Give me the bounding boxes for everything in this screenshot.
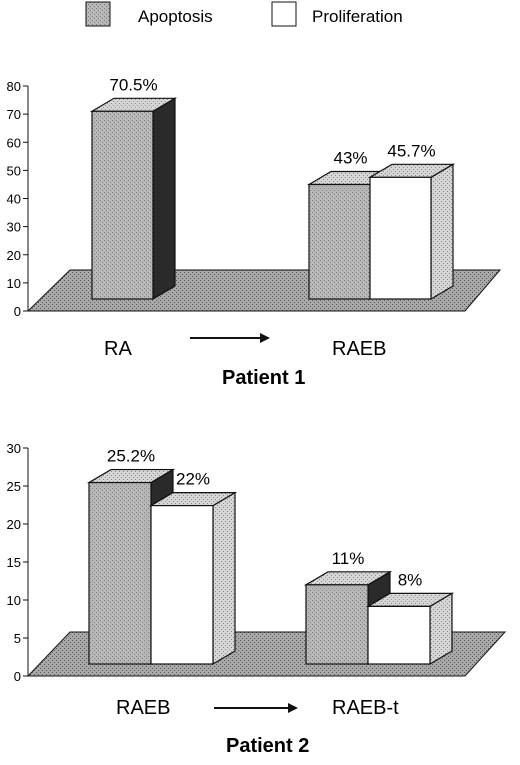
- category-label-raeb-t: RAEB-t: [332, 697, 399, 719]
- bar-front-proliferation: [367, 605, 431, 665]
- bar-side-proliferation: [430, 163, 454, 301]
- chart-patient-1: 0 10 20 30 40 50 60 70 80 70.5% 43% 45.7%: [7, 75, 502, 319]
- y-tick-label: 70: [7, 107, 21, 122]
- y-tick-label: 10: [7, 593, 21, 608]
- category-label-raeb: RAEB: [332, 338, 386, 360]
- legend-label-proliferation: Proliferation: [312, 7, 403, 26]
- bar-proliferation-1: [367, 163, 456, 301]
- chart-title-patient-1: Patient 1: [222, 367, 305, 389]
- bar-side-proliferation: [212, 491, 236, 666]
- y-tick-label: 80: [7, 79, 21, 94]
- bar-side-apoptosis: [152, 97, 176, 301]
- y-tick-label: 30: [7, 441, 21, 456]
- legend-label-apoptosis: Apoptosis: [138, 7, 213, 26]
- y-tick-label: 15: [7, 555, 21, 570]
- bar-proliferation-0: [148, 491, 238, 666]
- data-label-apoptosis: 25.2%: [107, 447, 155, 466]
- data-label-apoptosis: 11%: [332, 549, 365, 568]
- y-tick-label: 30: [7, 220, 21, 235]
- data-label-apoptosis: 43%: [333, 149, 367, 168]
- y-tick-label: 40: [7, 192, 21, 207]
- category-label-raeb-2: RAEB: [116, 697, 170, 719]
- legend-swatch-apoptosis: [85, 1, 111, 27]
- chart-patient-2: 0 5 10 15 20 25 30 25.2% 11% 22% 8%: [7, 441, 507, 684]
- y-tick-label: 50: [7, 163, 21, 178]
- bar-front-apoptosis: [91, 110, 154, 300]
- bar-front-apoptosis: [305, 584, 369, 665]
- y-tick-label: 5: [14, 631, 21, 646]
- bar-front-apoptosis: [88, 481, 152, 665]
- data-label-proliferation: 22%: [176, 470, 210, 489]
- y-tick-label: 0: [14, 304, 21, 319]
- y-tick-label: 10: [7, 276, 21, 291]
- y-tick-label: 0: [14, 669, 21, 684]
- y-tick-label: 20: [7, 248, 21, 263]
- legend: Apoptosis Proliferation: [85, 1, 403, 27]
- bar-front-apoptosis: [308, 183, 371, 300]
- bar-apoptosis-0: [89, 97, 178, 301]
- data-label-apoptosis: 70.5%: [109, 75, 157, 94]
- y-tick-label: 25: [7, 479, 21, 494]
- y-tick-label: 60: [7, 135, 21, 150]
- category-label-ra: RA: [104, 338, 132, 360]
- chart-title-patient-2: Patient 2: [226, 735, 309, 757]
- bar-front-proliferation: [369, 176, 432, 300]
- bar-proliferation-1: [365, 592, 455, 666]
- legend-swatch-proliferation: [271, 1, 297, 27]
- bar-front-proliferation: [150, 505, 214, 665]
- y-tick-label: 20: [7, 517, 21, 532]
- data-label-proliferation: 45.7%: [387, 141, 435, 160]
- data-label-proliferation: 8%: [398, 570, 423, 589]
